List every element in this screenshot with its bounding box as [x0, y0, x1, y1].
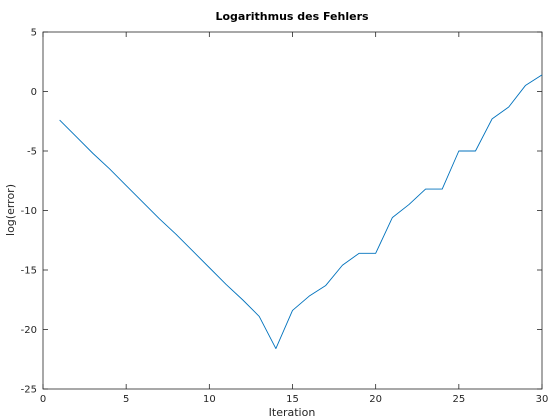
x-tick-label: 20 [369, 394, 382, 405]
x-tick-label: 30 [536, 394, 549, 405]
y-tick-label: -20 [21, 325, 37, 336]
x-tick-label: 10 [203, 394, 216, 405]
chart-title: Logarithmus des Fehlers [215, 10, 369, 23]
x-tick-label: 0 [40, 394, 46, 405]
y-tick-label: 0 [31, 87, 37, 98]
y-tick-label: -5 [27, 147, 37, 158]
series-line [59, 74, 543, 349]
series-layer [59, 74, 543, 349]
axis-ticks: 0 5 10 15 20 25 30 -25 -20 -15 -10 -5 0 5 [21, 28, 549, 406]
plot-area [42, 31, 543, 390]
x-tick-label: 25 [452, 394, 465, 405]
y-axis-label: log(error) [4, 184, 17, 236]
x-tick-label: 15 [286, 394, 299, 405]
y-tick-label: -15 [21, 266, 37, 277]
y-tick-label: -25 [21, 385, 37, 396]
x-axis-label: Iteration [269, 406, 316, 419]
x-tick-label: 5 [123, 394, 129, 405]
y-tick-label: 5 [31, 28, 37, 39]
y-tick-label: -10 [21, 206, 37, 217]
